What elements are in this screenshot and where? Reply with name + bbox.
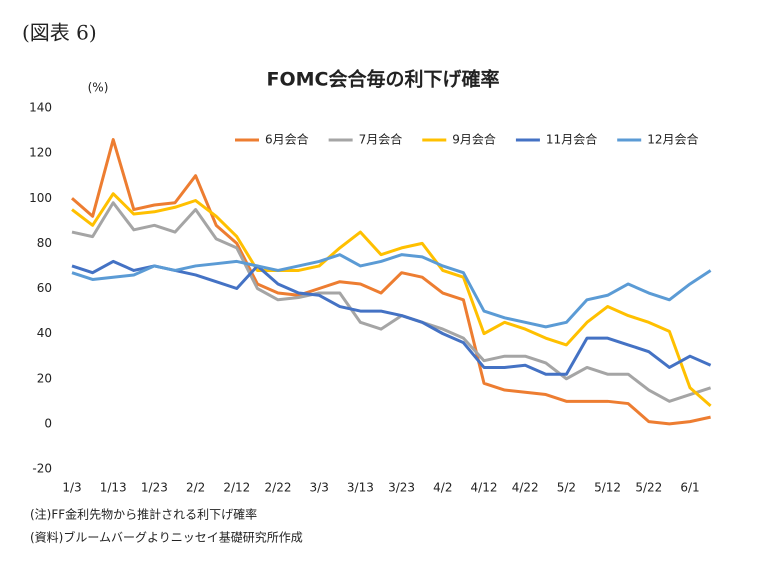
chart-title: FOMC会合毎の利下げ確率 (267, 68, 500, 91)
y-tick-label: 60 (37, 281, 52, 295)
x-tick-label: 4/12 (471, 481, 498, 495)
x-tick-label: 5/2 (557, 481, 576, 495)
x-tick-label: 1/3 (62, 481, 81, 495)
legend-label: 11月会合 (546, 132, 597, 147)
x-tick-label: 5/22 (635, 481, 662, 495)
series-line (71, 253, 712, 329)
x-tick-label: 3/3 (310, 481, 329, 495)
x-tick-label: 2/2 (186, 481, 205, 495)
note: (注)FF金利先物から推計される利下げ確率 (30, 507, 257, 522)
x-tick-label: 2/22 (265, 481, 292, 495)
series-line (71, 192, 712, 407)
x-tick-label: 5/12 (594, 481, 621, 495)
legend-label: 7月会合 (359, 132, 403, 147)
x-tick-label: 3/13 (347, 481, 374, 495)
y-tick-label: 100 (29, 191, 52, 205)
legend-label: 6月会合 (265, 132, 309, 147)
y-tick-label: 40 (37, 326, 52, 340)
y-axis-label: (%) (88, 81, 109, 95)
x-tick-label: 3/23 (388, 481, 415, 495)
series-line (71, 138, 711, 426)
x-tick-label: 4/2 (433, 481, 452, 495)
x-tick-label: 1/13 (100, 481, 127, 495)
y-tick-label: 140 (29, 101, 52, 115)
legend-label: 9月会合 (452, 132, 496, 147)
y-tick-label: 120 (29, 146, 52, 160)
x-tick-label: 4/22 (512, 481, 539, 495)
x-tick-label: 1/23 (141, 481, 168, 495)
y-tick-label: 80 (37, 236, 52, 250)
y-tick-label: -20 (32, 462, 52, 476)
header: (図表 6) (22, 21, 97, 45)
x-tick-label: 6/1 (680, 481, 699, 495)
series-line (71, 201, 712, 403)
y-tick-label: 20 (37, 371, 52, 385)
note: (資料)ブルームバーグよりニッセイ基礎研究所作成 (30, 530, 303, 545)
series-line (71, 259, 712, 376)
x-tick-label: 2/12 (223, 481, 250, 495)
y-tick-label: 0 (44, 416, 52, 430)
legend-label: 12月会合 (647, 132, 698, 147)
